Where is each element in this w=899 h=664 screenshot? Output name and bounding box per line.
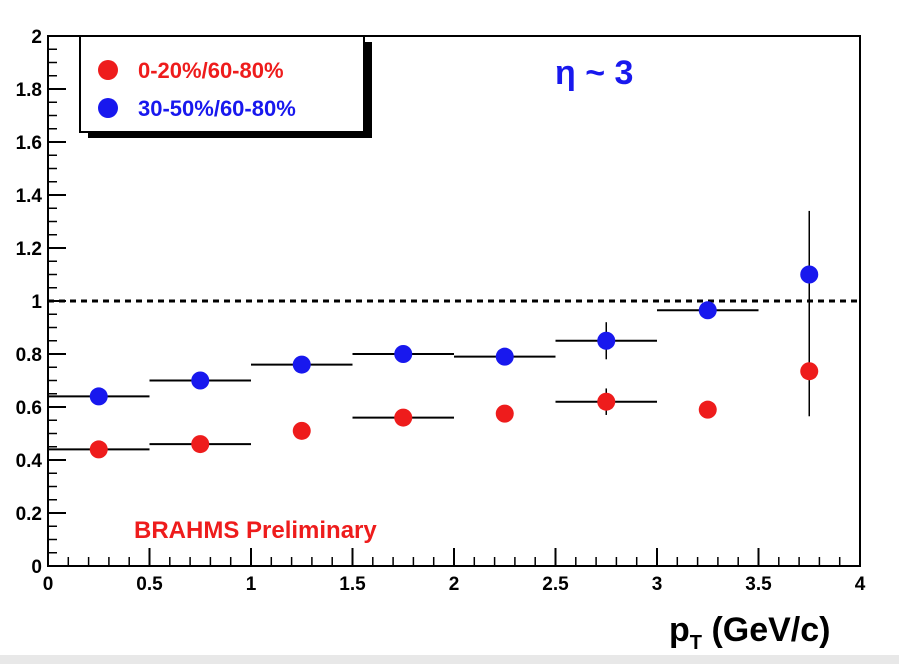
data-point-series-1 [394,345,413,363]
data-point-series-1 [89,387,108,406]
data-point-series-1 [597,331,616,350]
x-tick-label: 4 [855,574,866,595]
data-point-series-0 [698,400,717,419]
y-tick-label: 0.8 [16,345,42,366]
x-tick-label: 2 [449,574,460,595]
data-point-series-0 [394,408,413,427]
legend: 0-20%/60-80% 30-50%/60-80% [79,35,372,138]
y-tick-label: 0.6 [16,398,42,419]
legend-label-1: 30-50%/60-80% [138,96,296,121]
data-point-series-0 [597,392,616,411]
y-tick-label: 1 [31,292,42,313]
data-point-series-0 [89,440,108,459]
x-tick-label: 2.5 [542,574,569,595]
data-point-series-0 [292,421,311,440]
legend-marker-0 [98,60,118,80]
x-tick-label: 1 [246,574,257,595]
legend-label-0: 0-20%/60-80% [138,58,284,83]
y-tick-label: 1.4 [16,186,43,207]
data-point-series-1 [495,347,514,366]
data-point-series-1 [800,265,819,284]
data-point-series-1 [698,301,717,320]
y-tick-label: 0.2 [16,504,42,525]
data-point-series-0 [191,435,210,454]
x-axis-title: pT (GeV/c) [669,611,830,654]
data-point-series-1 [292,355,311,374]
y-tick-label: 0.4 [16,451,43,472]
axes: 0 0.2 0.4 0.6 0.8 1 1.2 1.4 1.6 1.8 2 0 0.5 1 1.5 2 2.5 3… [16,27,866,595]
x-tick-label: 1.5 [339,574,366,595]
window-bottom-strip [0,655,899,664]
data-point-series-0 [800,362,819,381]
y-tick-label: 1.8 [16,80,42,101]
y-tick-label: 0 [31,557,42,578]
x-tick-label: 0.5 [136,574,163,595]
data-marks [48,210,819,459]
y-tick-label: 1.6 [16,133,42,154]
y-tick-label: 2 [31,27,42,48]
x-tick-label: 3 [652,574,663,595]
data-point-series-0 [495,404,514,423]
brahms-preliminary-label: BRAHMS Preliminary [134,517,377,544]
eta-annotation: η ~ 3 [555,54,633,92]
y-tick-label: 1.2 [16,239,42,260]
legend-box [79,35,365,133]
legend-marker-1 [98,98,118,118]
x-tick-label: 3.5 [745,574,772,595]
x-tick-label: 0 [43,574,54,595]
data-point-series-1 [191,371,210,390]
